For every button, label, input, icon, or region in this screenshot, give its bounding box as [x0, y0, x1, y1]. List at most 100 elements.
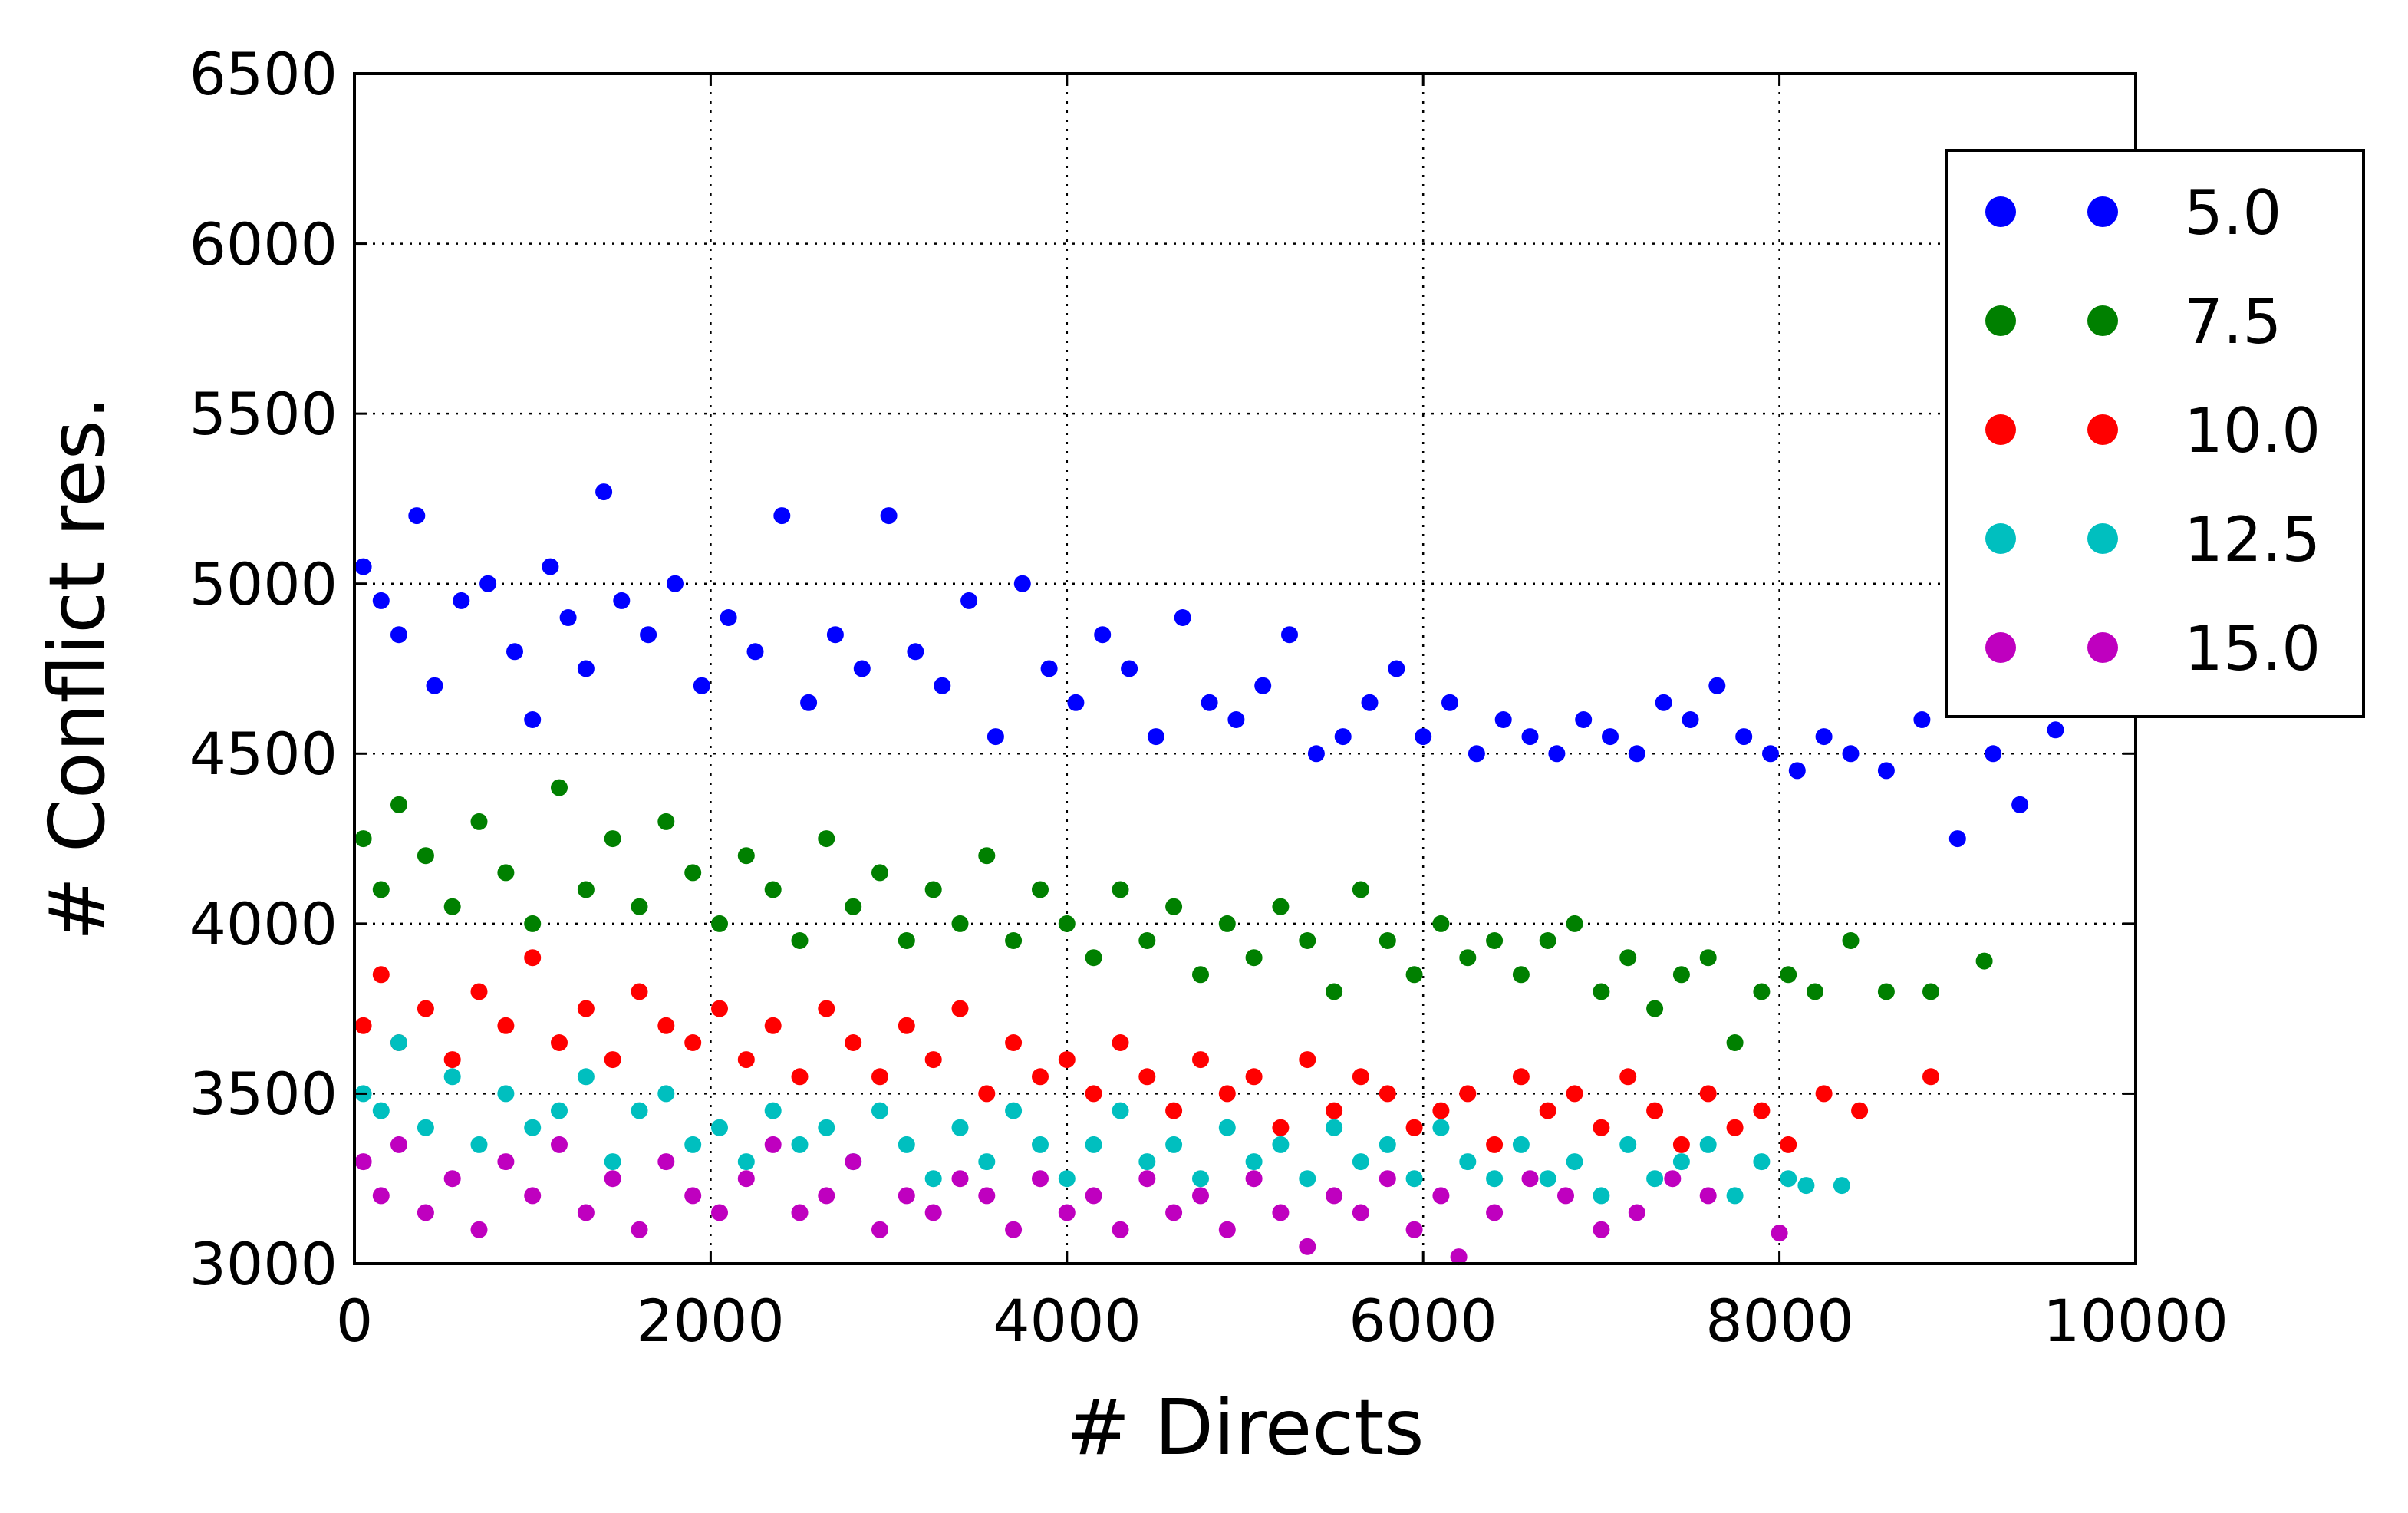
data-point [1415, 728, 1432, 746]
data-point [1272, 898, 1290, 915]
data-point [497, 1017, 515, 1034]
data-point [1218, 1085, 1236, 1103]
data-point [524, 711, 542, 728]
data-point [1352, 1153, 1369, 1171]
data-point [1815, 1085, 1833, 1103]
data-point [1112, 1102, 1129, 1119]
data-point [631, 1221, 648, 1238]
data-point [604, 1153, 621, 1171]
data-point [551, 1034, 568, 1051]
data-point [657, 1153, 675, 1171]
data-point [443, 1068, 461, 1086]
data-point [1245, 1153, 1263, 1171]
legend-entry: 15.0 [1985, 613, 2321, 684]
data-point [1165, 1102, 1183, 1119]
data-point [1005, 1102, 1023, 1119]
data-point [1218, 1221, 1236, 1238]
data-point [764, 1017, 782, 1034]
data-point [551, 1136, 568, 1153]
data-point [1521, 728, 1539, 746]
data-point [497, 1153, 515, 1171]
data-point [764, 1136, 782, 1153]
data-point [1138, 932, 1156, 949]
data-point [417, 1204, 434, 1221]
data-point [372, 881, 390, 898]
data-point [1432, 1102, 1450, 1119]
data-point [1459, 949, 1477, 967]
legend-entry: 5.0 [1985, 177, 2281, 249]
data-point [1326, 1102, 1343, 1119]
data-point [640, 626, 657, 644]
data-point [631, 1102, 648, 1119]
data-point [524, 949, 542, 967]
data-point [1388, 660, 1405, 677]
data-point [417, 1000, 434, 1017]
data-point [1326, 1187, 1343, 1205]
data-point [577, 1068, 595, 1086]
data-point [1922, 1068, 1939, 1086]
data-point [826, 626, 844, 644]
data-point [711, 1119, 728, 1136]
data-point [978, 1153, 996, 1171]
data-point [1699, 1085, 1717, 1103]
y-axis-title: # Conflict res. [32, 395, 122, 941]
y-tick-label: 6500 [189, 40, 338, 108]
data-point [1299, 1170, 1316, 1188]
data-point [1441, 694, 1458, 711]
data-point [1512, 966, 1530, 984]
data-point [443, 1051, 461, 1069]
data-point [1672, 1136, 1690, 1153]
data-point [1842, 745, 1860, 763]
data-point [657, 1085, 675, 1103]
data-point [1486, 1136, 1504, 1153]
data-point [1780, 1136, 1797, 1153]
data-point [924, 881, 942, 898]
legend-marker [2087, 196, 2118, 227]
data-point [1379, 1170, 1396, 1188]
data-point [1985, 745, 2002, 763]
legend-box [1945, 149, 2365, 718]
data-point [1593, 1119, 1610, 1136]
data-point [1112, 1221, 1129, 1238]
data-point [1192, 1187, 1209, 1205]
data-point [1628, 745, 1645, 763]
data-point [604, 1170, 621, 1188]
data-point [978, 1085, 996, 1103]
data-point [987, 728, 1004, 746]
data-point [951, 915, 969, 932]
data-point [951, 1170, 969, 1188]
legend-marker [2087, 414, 2118, 445]
data-point [845, 898, 862, 915]
data-point [1192, 1051, 1209, 1069]
data-point [1672, 1153, 1690, 1171]
data-point [898, 1136, 915, 1153]
data-point [1299, 932, 1316, 949]
data-point [978, 1187, 996, 1205]
data-point [1032, 1136, 1049, 1153]
x-tick-label: 4000 [993, 1287, 1141, 1355]
data-point [818, 830, 835, 848]
data-point [524, 1119, 542, 1136]
data-point [372, 966, 390, 984]
data-point [1468, 745, 1485, 763]
data-point [577, 1204, 595, 1221]
legend-entry: 10.0 [1985, 395, 2321, 466]
legend-marker [1985, 414, 2016, 445]
data-point [372, 1187, 390, 1205]
data-point [1922, 983, 1939, 1000]
data-point [1218, 915, 1236, 932]
data-point [800, 694, 818, 711]
data-point [1272, 1119, 1290, 1136]
data-point [1281, 626, 1298, 644]
data-point [711, 1000, 728, 1017]
data-point [1486, 932, 1504, 949]
legend-marker [2087, 632, 2118, 663]
data-point [479, 575, 497, 592]
data-point [791, 1136, 809, 1153]
data-point [631, 983, 648, 1000]
data-point [1646, 1170, 1664, 1188]
data-point [1218, 1119, 1236, 1136]
data-point [1486, 1170, 1504, 1188]
data-point [443, 1170, 461, 1188]
legend: 5.0 7.5 10.0 12.5 15.0 [1945, 149, 2365, 718]
